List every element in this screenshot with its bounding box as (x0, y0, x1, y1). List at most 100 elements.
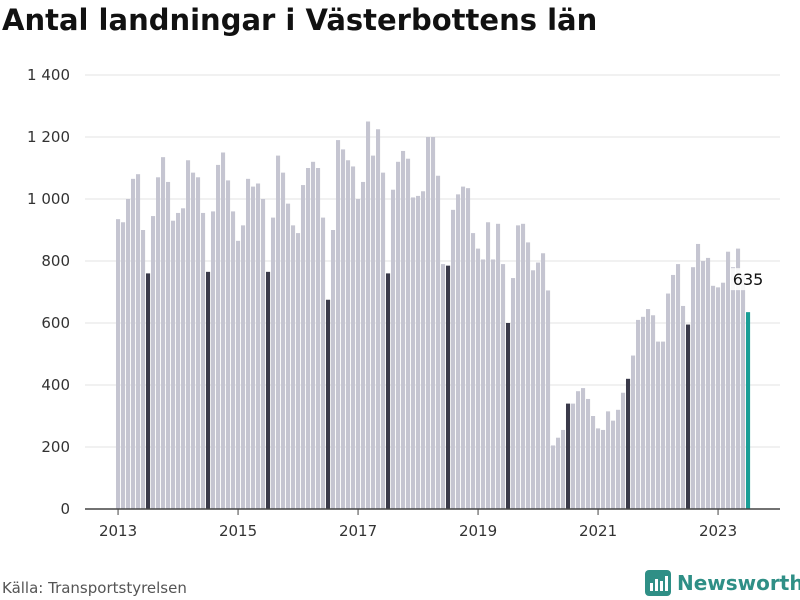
bar (526, 242, 531, 509)
bar (151, 216, 156, 510)
y-tick-label: 800 (41, 252, 70, 270)
bar (726, 251, 731, 509)
bar (171, 220, 176, 509)
bar (691, 267, 696, 509)
bar (706, 257, 711, 509)
bar (501, 264, 506, 509)
bar (646, 309, 651, 509)
bar (321, 217, 326, 509)
bar (331, 230, 336, 509)
bar (421, 191, 426, 509)
bar (461, 186, 466, 509)
bar (471, 233, 476, 509)
bar (336, 140, 341, 509)
x-tick-label: 2017 (339, 522, 377, 540)
bar (211, 211, 216, 509)
bar (386, 273, 391, 509)
x-tick-label: 2013 (99, 522, 137, 540)
x-tick-label: 2019 (459, 522, 497, 540)
bar (226, 180, 231, 509)
bar (551, 445, 556, 509)
bar (206, 271, 211, 509)
bar (126, 199, 131, 509)
bar (641, 316, 646, 509)
y-tick-label: 1 200 (27, 128, 70, 146)
bar (161, 157, 166, 509)
data-label-background (730, 268, 767, 291)
bar (506, 323, 511, 509)
bar (406, 158, 411, 509)
bars (116, 121, 751, 510)
x-tick-label: 2023 (699, 522, 737, 540)
bar (366, 121, 371, 509)
bar (686, 324, 691, 509)
bar (271, 217, 276, 509)
bar (341, 149, 346, 509)
bar (541, 253, 546, 509)
bar (536, 262, 541, 509)
bar (441, 264, 446, 509)
bar (671, 274, 676, 509)
bar (181, 208, 186, 510)
bar (351, 166, 356, 509)
brand-name: Newsworthy (677, 571, 800, 595)
bar (201, 212, 206, 509)
bar (436, 175, 441, 509)
bar (451, 209, 456, 509)
bar (636, 319, 641, 509)
bar (411, 197, 416, 509)
bar (316, 168, 321, 509)
bar (116, 219, 121, 509)
bar (736, 248, 741, 509)
bar (291, 225, 296, 509)
bar (221, 152, 226, 509)
bar (456, 194, 461, 509)
bar (516, 225, 521, 509)
bar (256, 183, 261, 509)
bar (246, 178, 251, 509)
bar (716, 287, 721, 509)
bar (156, 177, 161, 510)
bar (136, 174, 141, 509)
bar (416, 195, 421, 509)
y-tick-label: 200 (41, 438, 70, 456)
y-axis: 0 200 400 600 800 1 000 1 200 1 400 (27, 66, 70, 518)
y-tick-label: 1 000 (27, 190, 70, 208)
bar (591, 416, 596, 509)
bar (216, 164, 221, 509)
y-tick-label: 400 (41, 376, 70, 394)
bar (141, 230, 146, 509)
bar (496, 223, 501, 510)
bar (381, 172, 386, 509)
bar (611, 420, 616, 509)
bar (601, 429, 606, 509)
bar (656, 341, 661, 509)
bar (166, 181, 171, 509)
bar (631, 355, 636, 509)
bar (666, 293, 671, 509)
bar (281, 172, 286, 509)
bar (371, 155, 376, 509)
bar (356, 199, 361, 509)
bar (576, 391, 581, 509)
x-tick-label: 2015 (219, 522, 257, 540)
bar (741, 274, 746, 509)
y-tick-label: 600 (41, 314, 70, 332)
bar (491, 259, 496, 509)
bar (596, 428, 601, 509)
data-label: 635 (733, 270, 764, 289)
bar (176, 212, 181, 509)
bar (711, 285, 716, 509)
bar (276, 155, 281, 509)
bar (701, 261, 706, 509)
bar (621, 392, 626, 509)
chart-title: Antal landningar i Västerbottens län (2, 3, 598, 37)
bar (326, 299, 331, 509)
bar (546, 290, 551, 509)
data-labels: 635 (730, 268, 767, 291)
bar (521, 223, 526, 510)
bar (531, 270, 536, 509)
bar (251, 186, 256, 509)
bar (586, 398, 591, 509)
